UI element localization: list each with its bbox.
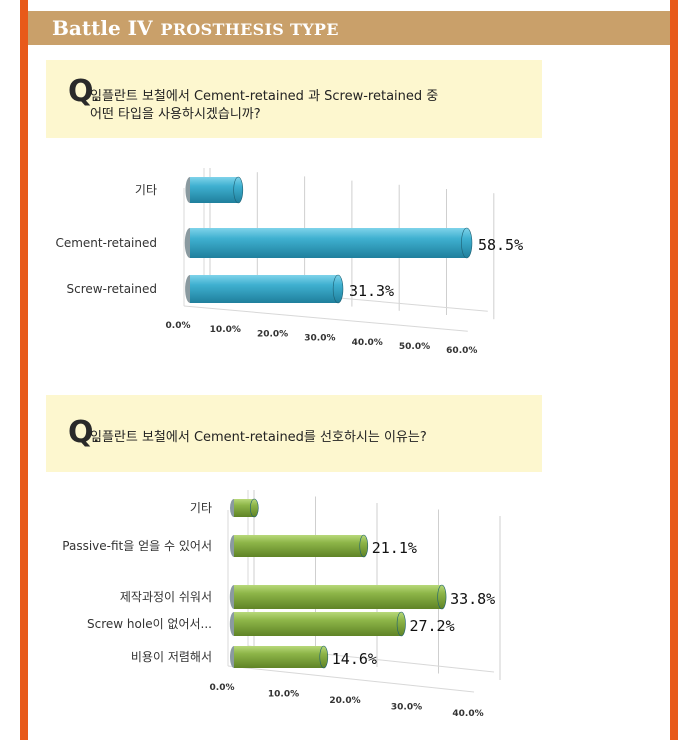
chart1-bar-cap-right	[233, 176, 244, 204]
chart2-bar	[234, 612, 402, 636]
chart2-value-label: 14.6%	[332, 650, 377, 668]
chart2-bar	[234, 585, 442, 609]
left-border	[20, 0, 28, 740]
chart1-tick-label: 50.0%	[399, 342, 430, 352]
question-2-box: Q. 임플란트 보철에서 Cement-retained를 선호하시는 이유는?	[46, 395, 542, 472]
chart2-bar-cap-right	[249, 498, 259, 518]
chart1-bar-cap-right	[461, 227, 473, 259]
chart1-tick-label: 30.0%	[304, 334, 335, 344]
chart2-bar	[234, 646, 324, 668]
chart2-tick-label: 0.0%	[210, 683, 235, 693]
chart2-tick-label: 40.0%	[452, 709, 483, 719]
question-1-text: 임플란트 보철에서 Cement-retained 과 Screw-retain…	[90, 88, 438, 124]
right-border	[670, 0, 678, 740]
section-title: Battle IV PROSTHESIS TYPE	[52, 16, 339, 40]
chart2-value-label: 33.8%	[450, 590, 495, 608]
chart2-floor-line	[227, 665, 475, 693]
chart2-category-label: 기타	[190, 501, 212, 515]
chart2-bar-cap-right	[437, 584, 447, 610]
chart1-value-label: 31.3%	[349, 282, 394, 300]
chart1-floor-line	[183, 305, 468, 332]
chart2-tick-label: 20.0%	[329, 696, 360, 706]
chart2-category-label: 비용이 저렴해서	[131, 650, 212, 664]
chart2-bar-cap-right	[396, 611, 406, 637]
chart2-bar	[234, 535, 364, 557]
chart1-tick-label: 20.0%	[257, 329, 288, 339]
section-title-main: Battle IV	[52, 16, 153, 40]
chart1-bar	[190, 177, 239, 203]
chart1-value-label: 58.5%	[478, 236, 523, 254]
chart2-tick-label: 30.0%	[391, 703, 422, 713]
question-2-mark: Q.	[68, 415, 99, 450]
chart2-tick-label: 10.0%	[268, 690, 299, 700]
question-2-line-1: 임플란트 보철에서 Cement-retained를 선호하시는 이유는?	[90, 430, 427, 445]
chart2-category-label: 제작과정이 쉬워서	[120, 590, 212, 604]
question-2-text: 임플란트 보철에서 Cement-retained를 선호하시는 이유는?	[90, 429, 427, 447]
chart2-bar-cap-right	[319, 645, 329, 669]
chart2-value-label: 21.1%	[372, 539, 417, 557]
chart1-category-label: 기타	[135, 183, 157, 197]
chart2-value-label: 27.2%	[409, 617, 454, 635]
chart1-bar	[190, 275, 339, 303]
question-1-line-1: 임플란트 보철에서 Cement-retained 과 Screw-retain…	[90, 89, 439, 104]
question-1-box: Q. 임플란트 보철에서 Cement-retained 과 Screw-ret…	[46, 60, 542, 138]
chart2-category-label: Screw hole이 없어서...	[87, 617, 212, 631]
chart1-tick-label: 60.0%	[446, 346, 477, 356]
chart1-tick-label: 10.0%	[210, 325, 241, 335]
section-header	[28, 11, 670, 45]
chart1-tick-label: 0.0%	[166, 321, 191, 331]
question-1-line-2: 어떤 타입을 사용하시겠습니까?	[90, 107, 261, 122]
chart2-category-label: Passive-fit을 얻을 수 있어서	[62, 539, 212, 553]
chart1-tick-label: 40.0%	[352, 338, 383, 348]
chart1-category-label: Screw-retained	[67, 282, 157, 296]
question-1-mark: Q.	[68, 74, 99, 109]
chart2-bar	[234, 499, 255, 517]
section-title-sub: PROSTHESIS TYPE	[160, 20, 339, 39]
chart1-category-label: Cement-retained	[55, 236, 157, 250]
chart1-bar	[190, 228, 467, 258]
chart2-bar-cap-right	[359, 534, 369, 558]
chart1-bar-cap-right	[332, 274, 344, 304]
